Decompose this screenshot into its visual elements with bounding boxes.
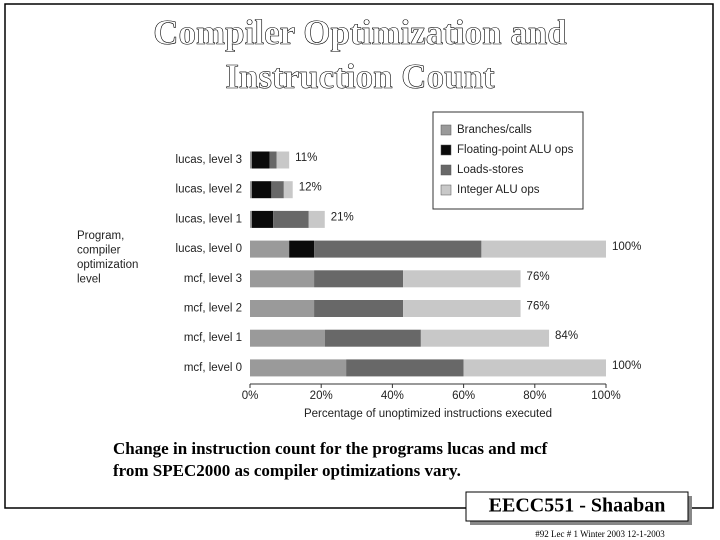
total-label: 11% xyxy=(295,152,317,164)
total-label: 100% xyxy=(612,241,641,253)
x-tick-label: 40% xyxy=(381,390,404,402)
bar-segment xyxy=(250,210,252,228)
footer-badge: EECC551 - Shaaban xyxy=(489,495,666,517)
bar-segment xyxy=(403,270,521,288)
bar-segment xyxy=(271,181,284,199)
slide-border xyxy=(4,3,714,509)
footer-info: #92 Lec # 1 Winter 2003 12-1-2003 xyxy=(535,529,665,539)
legend-box xyxy=(432,111,584,210)
y-axis-label: compiler xyxy=(77,245,121,257)
bar-segment xyxy=(481,240,606,258)
legend-swatch xyxy=(440,184,452,196)
bar-segment xyxy=(250,359,347,377)
bar-segment xyxy=(314,270,404,288)
legend-swatch xyxy=(440,164,452,176)
badge-box xyxy=(465,491,689,522)
total-label: 84% xyxy=(555,330,578,342)
legend-label: Branches/calls xyxy=(457,124,532,136)
bar-segment xyxy=(251,151,270,169)
bar-segment xyxy=(269,151,277,169)
total-label: 76% xyxy=(527,301,550,313)
bar-segment xyxy=(324,329,421,347)
total-label: 100% xyxy=(612,360,641,372)
category-label: lucas, level 0 xyxy=(176,243,242,255)
bar-segment xyxy=(314,300,404,317)
bar-segment xyxy=(463,359,606,377)
legend-label: Floating-point ALU ops xyxy=(457,144,574,156)
caption-line: Change in instruction count for the prog… xyxy=(113,439,548,458)
category-label: mcf, level 1 xyxy=(184,332,242,344)
bar-segment xyxy=(251,181,272,199)
category-label: lucas, level 1 xyxy=(176,213,242,225)
bar-segment xyxy=(420,329,550,347)
bar-segment xyxy=(314,240,482,258)
x-tick-label: 100% xyxy=(591,390,620,402)
legend-label: Loads-stores xyxy=(457,164,524,176)
x-tick-label: 60% xyxy=(452,390,475,402)
bar-segment xyxy=(250,240,290,258)
x-tick-label: 0% xyxy=(242,390,259,402)
y-axis-label: level xyxy=(77,274,101,286)
bar-segment xyxy=(346,359,464,377)
bar-segment xyxy=(273,210,309,228)
x-tick-label: 20% xyxy=(310,390,333,402)
bar-segment xyxy=(250,300,315,317)
category-label: mcf, level 2 xyxy=(184,303,242,315)
bar-segment xyxy=(289,240,315,258)
category-label: lucas, level 2 xyxy=(176,184,242,196)
bar-segment xyxy=(403,300,521,317)
y-axis-label: optimization xyxy=(77,259,138,271)
total-label: 12% xyxy=(299,182,322,194)
category-label: mcf, level 3 xyxy=(184,273,242,285)
bar-segment xyxy=(283,181,293,199)
bar-segment xyxy=(250,270,315,288)
bar-segment xyxy=(250,329,325,347)
title-line: Instruction Count xyxy=(225,57,495,96)
x-axis-label: Percentage of unoptimized instructions e… xyxy=(304,408,552,420)
legend-swatch xyxy=(440,144,452,156)
x-tick-label: 80% xyxy=(523,390,546,402)
title-line: Compiler Optimization and xyxy=(153,13,567,52)
legend-swatch xyxy=(440,124,452,136)
total-label: 21% xyxy=(331,211,354,223)
category-label: mcf, level 0 xyxy=(184,362,242,374)
bar-segment xyxy=(250,181,252,199)
bar-segment xyxy=(308,210,325,228)
total-label: 76% xyxy=(527,271,550,283)
category-label: lucas, level 3 xyxy=(176,154,242,166)
y-axis-label: Program, xyxy=(77,230,124,242)
bar-segment xyxy=(250,151,252,169)
caption-line: from SPEC2000 as compiler optimizations … xyxy=(113,461,461,480)
legend-label: Integer ALU ops xyxy=(457,184,540,196)
bar-segment xyxy=(276,151,290,169)
bar-segment xyxy=(251,210,274,228)
